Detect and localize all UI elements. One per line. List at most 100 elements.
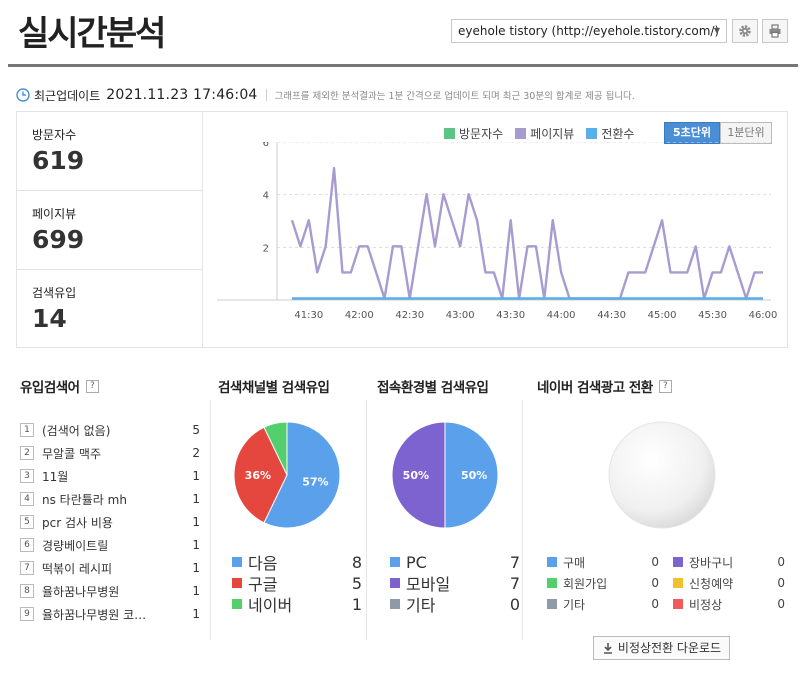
- legend-swatch: [515, 128, 527, 139]
- x-tick-label: 43:30: [496, 310, 525, 321]
- keyword-count: 1: [192, 538, 200, 552]
- realtime-stats-panel: 방문자수 619 페이지뷰 699 검색유입 14 방문자수 페이지뷰 전환수 …: [16, 111, 788, 348]
- list-item: 9 율하꿈나무병원 코… 1: [20, 604, 200, 624]
- legend-value: 0: [777, 555, 785, 569]
- stat-search-inflow: 검색유입 14: [17, 270, 203, 349]
- naver-ad-empty-pie: [608, 421, 716, 529]
- keyword-count: 1: [192, 561, 200, 575]
- legend-value: 0: [651, 555, 659, 569]
- list-item: 7 떡볶이 레시피 1: [20, 558, 200, 578]
- stat-pageviews: 페이지뷰 699: [17, 191, 203, 270]
- pie-legend: PC 7 모바일 7 기타 0: [390, 552, 520, 618]
- rank-badge: 2: [20, 446, 34, 460]
- legend-label: 장바구니: [689, 555, 734, 570]
- section-title: 접속환경별 검색유입: [377, 380, 489, 396]
- legend-value: 0: [777, 597, 785, 611]
- section-title: 검색채널별 검색유입: [218, 380, 330, 396]
- pie-slice-label: 36%: [245, 469, 271, 482]
- legend-label: 네이버: [248, 596, 293, 615]
- legend-value: 0: [651, 597, 659, 611]
- keyword-text: 11월: [42, 469, 69, 484]
- keyword-count: 1: [192, 469, 200, 483]
- legend-value: 0: [777, 576, 785, 590]
- stat-label: 방문자수: [32, 128, 77, 142]
- legend-value: 0: [509, 594, 520, 614]
- abnormal-download-button[interactable]: 비정상전환 다운로드: [593, 636, 730, 660]
- legend-label: 기타: [563, 597, 586, 612]
- print-icon: [769, 24, 781, 38]
- legend-item: 다음 8: [232, 552, 362, 573]
- pie-slice-label: 50%: [461, 469, 487, 482]
- legend-swatch: [673, 578, 683, 588]
- pie-slice-1: [391, 421, 446, 529]
- legend-item: 전환수: [586, 125, 634, 142]
- legend-item: 기타 0: [547, 594, 659, 614]
- keyword-list: 1 (검색어 없음) 5 2 무알콜 맥주 2 3 11월 1 4 ns 타란튤라 mh 1 5 pcr …: [20, 420, 200, 622]
- legend-label: 신청예약: [689, 576, 734, 591]
- divider: [366, 400, 367, 640]
- keyword-text: 경량베이트릴: [42, 538, 109, 553]
- legend-label: 모바일: [406, 575, 451, 594]
- y-tick-label: 4: [263, 191, 269, 202]
- legend-item: 모바일 7: [390, 573, 520, 594]
- legend-label: PC: [406, 552, 427, 572]
- list-item: 5 pcr 검사 비용 1: [20, 512, 200, 532]
- help-icon[interactable]: ?: [85, 379, 99, 393]
- list-item: 3 11월 1: [20, 466, 200, 486]
- legend-swatch: [673, 599, 683, 609]
- x-tick-label: 41:30: [294, 310, 323, 321]
- legend-label: 방문자수: [459, 127, 504, 141]
- pie-slice-label: 57%: [302, 475, 328, 488]
- update-time: 2021.11.23 17:46:04: [106, 87, 258, 103]
- legend-value: 5: [351, 573, 362, 593]
- search-channel-pie: 57% 36%: [233, 421, 341, 529]
- unit-1m-button[interactable]: 1분단위: [720, 122, 772, 144]
- rank-badge: 6: [20, 538, 34, 552]
- rank-badge: 8: [20, 584, 34, 598]
- search-channel-section: 검색채널별 검색유입 57% 36% 다음 8 구글 5 네이버 1: [218, 376, 362, 615]
- keyword-text: ns 타란튤라 mh: [42, 492, 127, 507]
- x-tick-label: 44:00: [547, 310, 576, 321]
- update-info: 최근업데이트 2021.11.23 17:46:04 그래프를 제외한 분석결과…: [16, 86, 635, 104]
- keyword-text: (검색어 없음): [42, 423, 111, 438]
- separator: [265, 89, 267, 101]
- keywords-section: 유입검색어? 1 (검색어 없음) 5 2 무알콜 맥주 2 3 11월 1 4 ns 타란튤라 m…: [20, 376, 200, 622]
- legend-label: 다음: [248, 554, 278, 573]
- keyword-count: 1: [192, 584, 200, 598]
- realtime-line-chart: 2 4 6 41:30 42:00 42:30 43:00 43:30 44:00 44:30 45…: [217, 142, 777, 321]
- keyword-text: pcr 검사 비용: [42, 515, 113, 530]
- settings-button[interactable]: [732, 19, 758, 43]
- print-button[interactable]: [762, 19, 788, 43]
- update-note: 그래프를 제외한 분석결과는 1분 간격으로 업데이트 되며 최근 30분의 합…: [274, 91, 635, 102]
- legend-label: 회원가입: [563, 576, 608, 591]
- keywords-title: 유입검색어: [20, 380, 80, 396]
- pie-slice-label: 50%: [403, 469, 429, 482]
- unit-5s-button[interactable]: 5초단위: [664, 122, 720, 144]
- gear-icon: [739, 25, 751, 37]
- stat-value: 619: [32, 146, 85, 175]
- keyword-text: 율하꿈나무병원: [42, 584, 120, 599]
- site-select[interactable]: eyehole tistory (http://eyehole.tistory.…: [451, 19, 727, 43]
- legend-label: 구글: [248, 575, 278, 594]
- list-item: 8 율하꿈나무병원 1: [20, 581, 200, 601]
- pie-slice-1: [233, 426, 288, 524]
- y-tick-label: 2: [263, 243, 269, 254]
- x-tick-label: 42:30: [395, 310, 424, 321]
- help-icon[interactable]: ?: [658, 379, 672, 393]
- stat-value: 699: [32, 225, 85, 254]
- legend-value: 0: [651, 576, 659, 590]
- legend-swatch: [547, 578, 557, 588]
- list-item: 1 (검색어 없음) 5: [20, 420, 200, 440]
- x-tick-label: 43:00: [446, 310, 475, 321]
- environment-section: 접속환경별 검색유입 50% 50% PC 7 모바일 7 기타 0: [377, 376, 520, 615]
- legend-item: 페이지뷰: [515, 125, 574, 142]
- keyword-count: 1: [192, 492, 200, 506]
- legend-swatch: [232, 578, 242, 588]
- keyword-count: 1: [192, 515, 200, 529]
- legend-swatch: [586, 128, 598, 139]
- legend-swatch: [390, 557, 400, 567]
- legend-item: 구글 5: [232, 573, 362, 594]
- chevron-down-icon: ▼: [713, 26, 720, 35]
- stat-visitors: 방문자수 619: [17, 112, 203, 191]
- stat-label: 페이지뷰: [32, 207, 77, 221]
